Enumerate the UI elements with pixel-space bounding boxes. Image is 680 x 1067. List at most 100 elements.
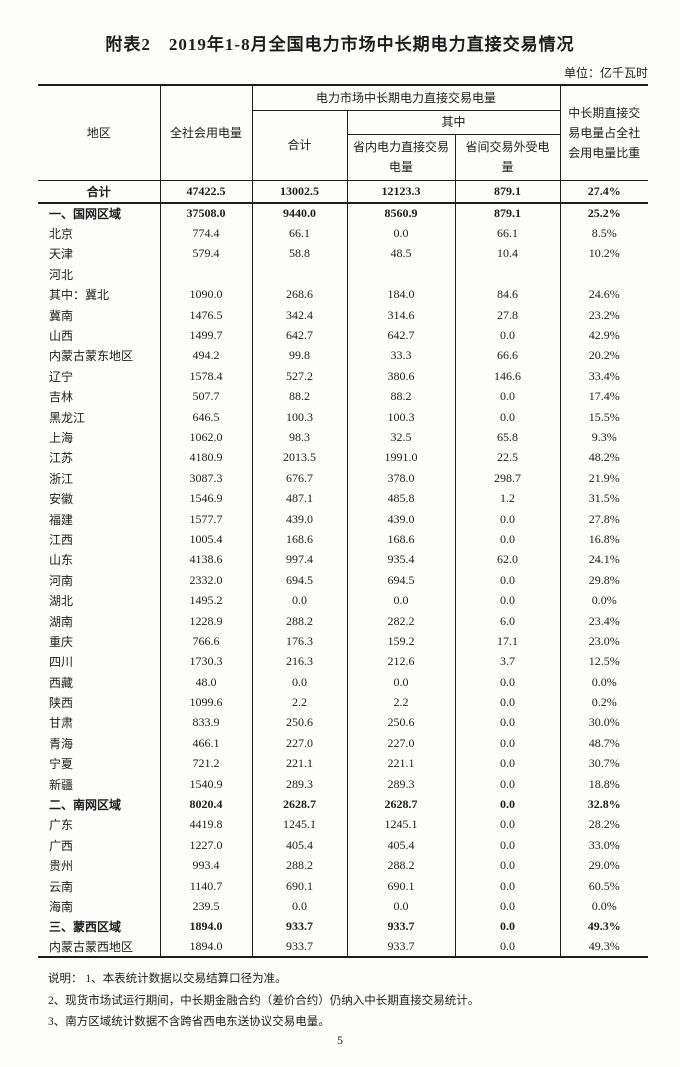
trade-total-cell: 88.2 — [251, 386, 347, 407]
share-cell: 32.8% — [559, 794, 649, 815]
table-row: 一、国网区域 37508.0 9440.0 8560.9 879.1 25.2% — [38, 203, 649, 224]
total-consumption-cell: 1476.5 — [159, 304, 252, 326]
trade-total-cell: 2.2 — [251, 692, 347, 713]
total-consumption-cell: 47422.5 — [159, 180, 252, 204]
region-cell: 三、蒙西区域 — [49, 920, 122, 935]
region-cell: 黑龙江 — [49, 410, 86, 425]
share-cell: 21.9% — [559, 468, 649, 489]
trade-total-cell: 66.1 — [251, 223, 347, 244]
inter-trade-cell: 84.6 — [454, 284, 561, 305]
inter-trade-cell: 879.1 — [454, 180, 561, 204]
region-cell: 福建 — [49, 512, 74, 527]
share-cell: 0.2% — [559, 692, 649, 713]
intra-trade-cell: 159.2 — [346, 631, 455, 652]
inter-trade-cell: 6.0 — [454, 610, 561, 632]
share-cell: 0.0% — [559, 896, 649, 917]
table-row: 辽宁 1578.4 527.2 380.6 146.6 33.4% — [38, 366, 649, 387]
intra-trade-cell: 1991.0 — [346, 447, 455, 469]
intra-trade-cell: 0.0 — [346, 590, 455, 611]
total-consumption-cell: 1099.6 — [159, 692, 252, 713]
region-cell: 云南 — [49, 879, 74, 894]
table-row: 湖南 1228.9 288.2 282.2 6.0 23.4% — [38, 610, 649, 632]
trade-total-cell: 227.0 — [251, 733, 347, 754]
intra-trade-cell: 168.6 — [346, 529, 455, 550]
inter-trade-cell: 66.6 — [454, 345, 561, 367]
share-cell: 49.3% — [559, 937, 649, 958]
header-intra-trade: 省内电力直接交易 电量 — [346, 134, 455, 181]
header-among: 其中 — [346, 110, 561, 135]
header-inter-trade: 省间交易外受电 量 — [454, 134, 561, 181]
region-cell: 江苏 — [49, 451, 74, 466]
inter-trade-cell: 0.0 — [454, 937, 561, 958]
total-consumption-cell: 1062.0 — [159, 427, 252, 448]
inter-trade-cell: 0.0 — [454, 855, 561, 876]
total-consumption-cell: 8020.4 — [159, 794, 252, 815]
share-cell: 49.3% — [559, 916, 649, 938]
intra-trade-cell: 439.0 — [346, 508, 455, 530]
total-consumption-cell: 1228.9 — [159, 610, 252, 632]
total-consumption-cell: 1578.4 — [159, 366, 252, 387]
total-consumption-cell: 1730.3 — [159, 651, 252, 672]
inter-trade-cell: 0.0 — [454, 896, 561, 917]
inter-trade-cell: 22.5 — [454, 447, 561, 469]
inter-trade-cell: 3.7 — [454, 651, 561, 672]
inter-trade-cell: 0.0 — [454, 406, 561, 428]
table-row: 河南 2332.0 694.5 694.5 0.0 29.8% — [38, 570, 649, 591]
share-cell: 24.6% — [559, 284, 649, 305]
total-consumption-cell: 1577.7 — [159, 508, 252, 530]
intra-trade-cell: 380.6 — [346, 366, 455, 387]
total-consumption-cell: 239.5 — [159, 896, 252, 917]
share-cell: 31.5% — [559, 488, 649, 509]
share-cell: 33.0% — [559, 835, 649, 856]
share-cell: 18.8% — [559, 773, 649, 795]
trade-total-cell: 289.3 — [251, 773, 347, 795]
share-cell: 10.2% — [559, 243, 649, 265]
region-cell: 吉林 — [49, 390, 74, 405]
intra-trade-cell: 282.2 — [346, 610, 455, 632]
table-row: 海南 239.5 0.0 0.0 0.0 0.0% — [38, 896, 649, 917]
intra-trade-cell: 378.0 — [346, 468, 455, 489]
table-row: 山东 4138.6 997.4 935.4 62.0 24.1% — [38, 549, 649, 571]
share-cell: 27.4% — [559, 180, 649, 204]
trade-total-cell: 1245.1 — [251, 814, 347, 836]
inter-trade-cell: 65.8 — [454, 427, 561, 448]
trade-total-cell — [251, 264, 347, 285]
trade-total-cell: 100.3 — [251, 406, 347, 428]
trade-total-cell: 268.6 — [251, 284, 347, 305]
table-row: 广西 1227.0 405.4 405.4 0.0 33.0% — [38, 835, 649, 856]
intra-trade-cell: 212.6 — [346, 651, 455, 672]
intra-trade-cell: 12123.3 — [346, 180, 455, 204]
table-row: 江苏 4180.9 2013.5 1991.0 22.5 48.2% — [38, 447, 649, 469]
region-cell: 海南 — [49, 899, 74, 914]
intra-trade-cell: 314.6 — [346, 304, 455, 326]
region-cell: 内蒙古蒙西地区 — [49, 940, 134, 955]
trade-total-cell: 2628.7 — [251, 794, 347, 815]
region-cell: 上海 — [49, 430, 74, 445]
intra-trade-cell: 405.4 — [346, 835, 455, 856]
share-cell: 42.9% — [559, 325, 649, 346]
trade-total-cell: 439.0 — [251, 508, 347, 530]
share-cell: 48.7% — [559, 733, 649, 754]
region-cell: 内蒙古蒙东地区 — [49, 349, 134, 364]
inter-trade-cell: 0.0 — [454, 794, 561, 815]
intra-trade-cell: 0.0 — [346, 671, 455, 693]
trade-total-cell: 342.4 — [251, 304, 347, 326]
inter-trade-cell: 0.0 — [454, 692, 561, 713]
share-cell: 0.0% — [559, 671, 649, 693]
total-consumption-cell: 4180.9 — [159, 447, 252, 469]
total-consumption-cell — [159, 264, 252, 285]
table-row: 江西 1005.4 168.6 168.6 0.0 16.8% — [38, 529, 649, 550]
region-cell: 浙江 — [49, 471, 74, 486]
total-consumption-cell: 1894.0 — [159, 916, 252, 938]
inter-trade-cell: 0.0 — [454, 875, 561, 897]
table-row: 宁夏 721.2 221.1 221.1 0.0 30.7% — [38, 753, 649, 774]
total-consumption-cell: 1894.0 — [159, 937, 252, 958]
header-trade-total: 合计 — [251, 110, 347, 181]
total-consumption-cell: 1546.9 — [159, 488, 252, 509]
trade-total-cell: 997.4 — [251, 549, 347, 571]
region-cell: 湖北 — [49, 594, 74, 609]
share-cell: 30.7% — [559, 753, 649, 774]
total-consumption-cell: 1090.0 — [159, 284, 252, 305]
table-row: 吉林 507.7 88.2 88.2 0.0 17.4% — [38, 386, 649, 407]
